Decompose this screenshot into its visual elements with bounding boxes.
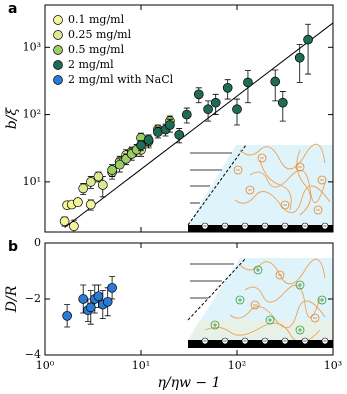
data-point — [73, 197, 83, 207]
panel-label: a — [8, 1, 17, 17]
legend-marker — [53, 30, 63, 40]
x-tick-label: 10² — [228, 359, 246, 372]
data-point — [210, 97, 221, 108]
data-point — [78, 183, 89, 194]
error-bar — [296, 44, 303, 83]
legend-marker — [53, 15, 63, 25]
data-point — [165, 120, 175, 130]
y-axis-label: b/ξ — [4, 107, 20, 130]
data-point — [203, 104, 213, 115]
inset-a — [187, 143, 333, 232]
data-point — [62, 310, 72, 321]
legend-label: 2 mg/ml — [68, 58, 114, 71]
data-point — [102, 296, 113, 307]
data-point — [181, 109, 192, 120]
data-point — [303, 34, 313, 45]
data-point — [59, 216, 70, 227]
data-point — [277, 97, 288, 108]
data-point — [93, 171, 104, 182]
panel-label: b — [8, 239, 18, 255]
data-point — [69, 221, 79, 231]
y-tick-label: 10¹ — [23, 175, 41, 188]
data-point — [107, 165, 117, 175]
y-tick-label: −2 — [25, 292, 41, 305]
data-point — [78, 294, 89, 304]
data-point — [107, 282, 117, 293]
legend-marker — [53, 60, 63, 70]
data-point — [97, 180, 108, 190]
data-point — [85, 302, 96, 313]
legend-marker — [53, 75, 63, 85]
data-point — [294, 52, 305, 63]
data-point — [85, 199, 96, 210]
x-tick-label: 10⁰ — [36, 359, 55, 372]
y-axis-label: D/R — [4, 285, 20, 313]
legend-label: 2 mg/ml with NaCl — [68, 73, 174, 86]
data-point — [85, 177, 96, 187]
y-tick-label: 10³ — [23, 40, 41, 53]
plot-frame — [44, 4, 334, 233]
x-axis-label: η/ηw − 1 — [157, 375, 220, 391]
data-point — [222, 82, 233, 93]
legend-label: 0.25 mg/ml — [68, 28, 132, 41]
data-point — [143, 135, 154, 145]
error-bar — [305, 23, 312, 75]
inset-b — [187, 257, 333, 348]
legend-label: 0.5 mg/ml — [68, 43, 125, 56]
legend-label: 0.1 mg/ml — [68, 13, 125, 26]
y-tick-label: 0 — [34, 236, 41, 249]
data-point — [232, 104, 242, 115]
data-point — [136, 140, 146, 151]
data-point — [270, 76, 281, 87]
legend-marker — [53, 45, 63, 55]
y-tick-label: −4 — [25, 348, 41, 361]
fit-line — [64, 22, 334, 228]
x-tick-label: 10¹ — [132, 359, 150, 372]
data-point — [193, 89, 204, 100]
data-point — [93, 291, 104, 302]
y-tick-label: 10² — [23, 108, 41, 121]
data-point — [243, 77, 253, 88]
data-point — [174, 129, 185, 140]
x-tick-label: 10³ — [324, 359, 342, 372]
data-point — [114, 159, 125, 170]
